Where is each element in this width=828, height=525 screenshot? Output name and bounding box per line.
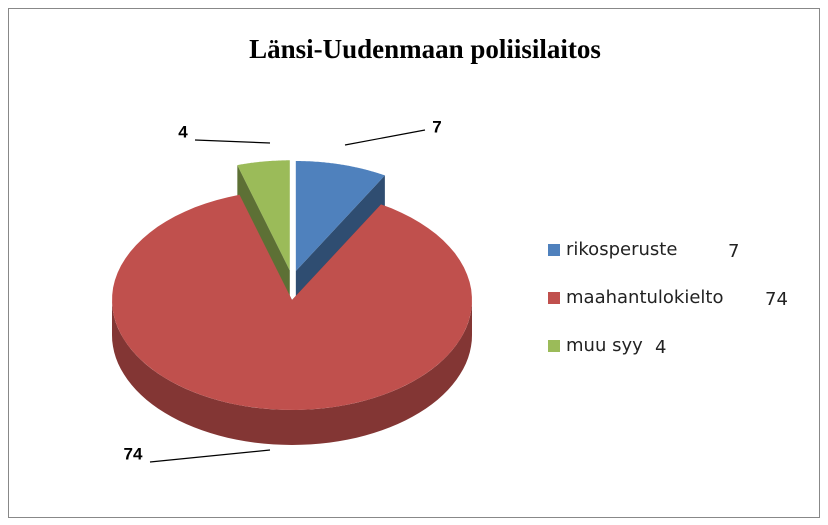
legend-swatch xyxy=(548,244,560,256)
chart-title: Länsi-Uudenmaan poliisilaitos xyxy=(249,34,601,64)
leader-line xyxy=(194,139,271,144)
legend-swatch xyxy=(548,292,560,304)
data-label: 7 xyxy=(432,117,441,136)
leader-line xyxy=(149,449,271,463)
legend-value: 74 xyxy=(765,289,788,310)
legend-value: 7 xyxy=(728,241,739,262)
data-label: 74 xyxy=(124,444,143,463)
data-label: 4 xyxy=(178,122,188,141)
legend-swatch xyxy=(548,340,560,352)
slice-side xyxy=(112,300,472,445)
leader-line xyxy=(344,129,426,146)
slice xyxy=(237,160,290,271)
slice xyxy=(295,161,385,271)
legend-label: maahantulokielto xyxy=(566,287,724,308)
legend-label: rikosperuste xyxy=(566,239,677,260)
legend-label: muu syy xyxy=(566,335,643,356)
slice xyxy=(112,194,472,410)
legend-value: 4 xyxy=(655,337,666,358)
